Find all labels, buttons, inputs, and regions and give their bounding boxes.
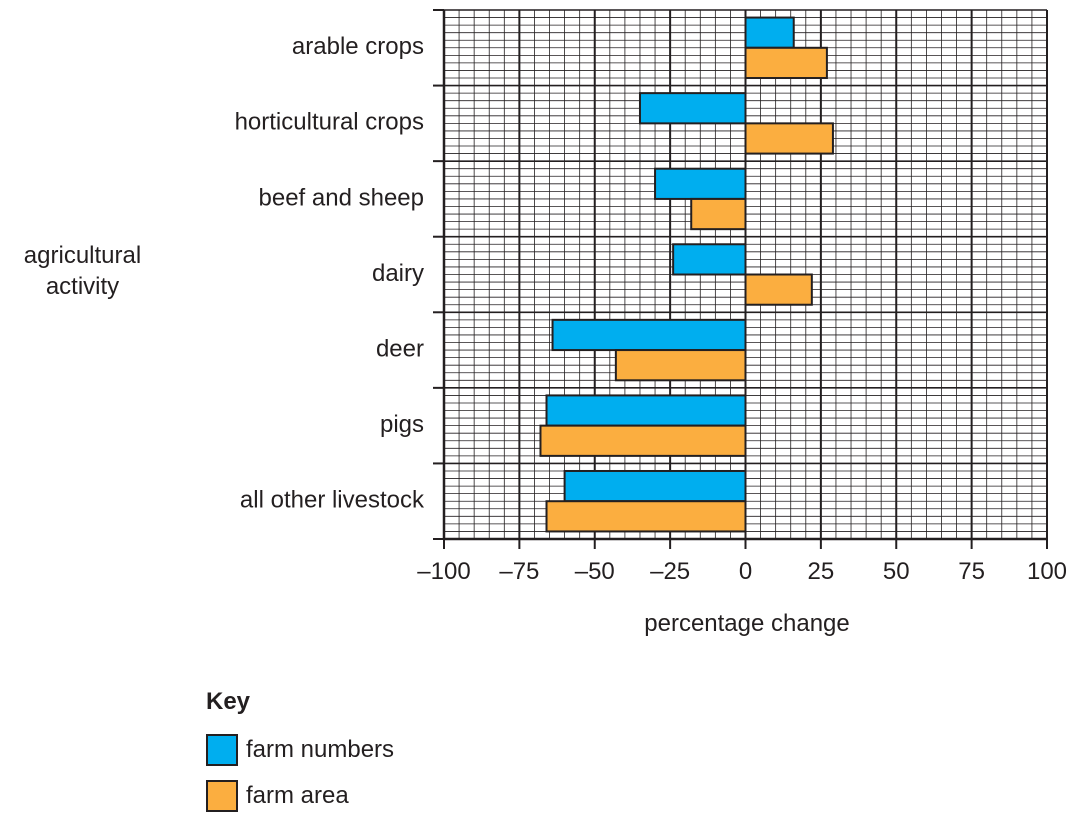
x-tick-label: 25	[808, 558, 835, 585]
y-axis-label-line-1: agricultural	[23, 242, 142, 269]
x-tick-label: 100	[1027, 558, 1067, 585]
legend-title: Key	[206, 688, 251, 715]
bar-farm-area-all-other-livestock	[545, 500, 747, 533]
category-label-dairy: dairy	[372, 260, 424, 287]
x-tick-label: 75	[958, 558, 985, 585]
category-label-pigs: pigs	[380, 411, 424, 438]
x-axis-label: percentage change	[644, 610, 850, 637]
bar-farm-numbers-beef-and-sheep	[654, 167, 747, 200]
x-tick-label: –50	[575, 558, 615, 585]
bar-farm-numbers-dairy	[672, 243, 747, 276]
category-labels: arable crops horticultural crops beef and …	[235, 33, 425, 513]
x-tick-labels: –100 –75 –50 –25 0 25 50 75 100	[417, 558, 1067, 585]
y-axis-label: agricultural activity	[0, 240, 165, 302]
category-label-deer: deer	[376, 335, 424, 362]
x-tick-label: –25	[650, 558, 690, 585]
bar-farm-numbers-arable-crops	[744, 16, 795, 49]
y-axis-label-line-2: activity	[45, 273, 120, 300]
bar-farm-numbers-horticultural-crops	[638, 92, 747, 125]
bar-farm-numbers-pigs	[545, 394, 747, 427]
bar-farm-area-deer	[614, 349, 747, 382]
legend-label-farm-numbers: farm numbers	[246, 736, 395, 763]
x-tick-label: 50	[883, 558, 910, 585]
bars	[539, 16, 834, 533]
legend-swatch-farm-numbers	[206, 734, 238, 766]
category-label-beef-and-sheep: beef and sheep	[259, 184, 424, 211]
legend-item-farm-area: farm area	[206, 776, 394, 816]
x-tick-label: 0	[739, 558, 752, 585]
x-tick-label: –100	[417, 558, 470, 585]
bar-farm-area-horticultural-crops	[744, 122, 834, 155]
bar-farm-area-pigs	[539, 424, 747, 457]
bar-farm-area-arable-crops	[744, 46, 828, 80]
x-tick-label: –75	[499, 558, 539, 585]
legend: Key farm numbers farm area	[206, 688, 394, 822]
axes	[433, 9, 1048, 549]
bar-farm-area-beef-and-sheep	[690, 197, 747, 231]
legend-item-farm-numbers: farm numbers	[206, 730, 394, 770]
bar-farm-area-dairy	[744, 273, 813, 306]
category-label-horticultural-crops: horticultural crops	[235, 109, 424, 136]
bar-farm-numbers-all-other-livestock	[563, 469, 747, 503]
legend-swatch-farm-area	[206, 780, 238, 812]
chart-svg: arable crops horticultural crops beef and …	[235, 9, 1067, 585]
legend-label-farm-area: farm area	[246, 782, 349, 809]
category-label-all-other-livestock: all other livestock	[240, 487, 425, 514]
bar-farm-numbers-deer	[551, 318, 747, 352]
category-label-arable-crops: arable crops	[292, 33, 424, 60]
